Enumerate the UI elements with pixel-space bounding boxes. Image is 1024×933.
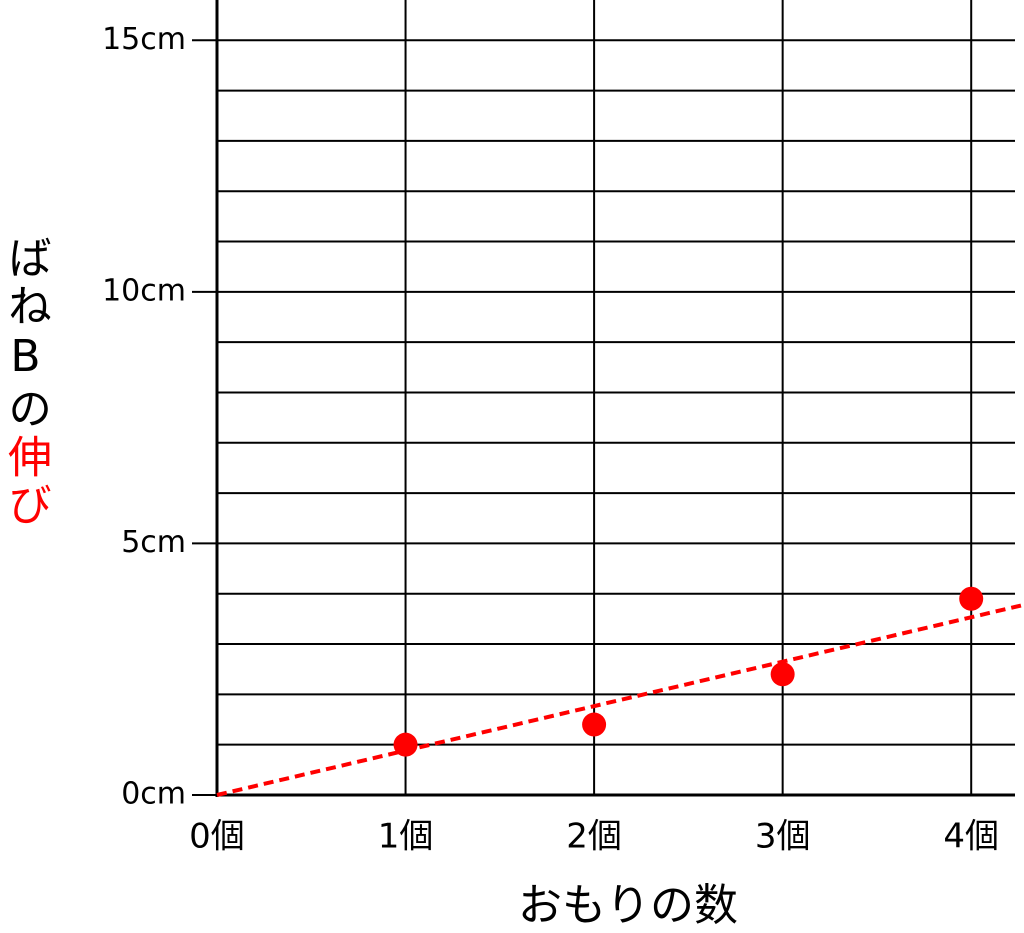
data-point bbox=[959, 586, 984, 611]
y-tick-label: 5cm bbox=[121, 525, 186, 560]
y-label-part: ばねBの bbox=[0, 235, 51, 434]
x-tick-label: 3個 bbox=[755, 817, 811, 857]
trend-line bbox=[216, 602, 1024, 797]
y-tick-label: 10cm bbox=[102, 273, 186, 308]
x-tick-label: 1個 bbox=[378, 817, 434, 857]
x-tick-label: 0個 bbox=[189, 817, 245, 857]
x-tick-label: 2個 bbox=[566, 817, 622, 857]
data-point bbox=[770, 662, 795, 687]
data-point bbox=[393, 732, 418, 757]
y-label-part: 伸び bbox=[0, 434, 51, 530]
x-tick-label: 4個 bbox=[943, 817, 999, 857]
x-axis-label: おもりの数 bbox=[518, 880, 738, 931]
data-point bbox=[582, 712, 607, 737]
y-tick-label: 15cm bbox=[102, 22, 186, 57]
y-axis-label: ばねBの伸び bbox=[0, 235, 51, 530]
y-tick-label: 0cm bbox=[121, 777, 186, 812]
